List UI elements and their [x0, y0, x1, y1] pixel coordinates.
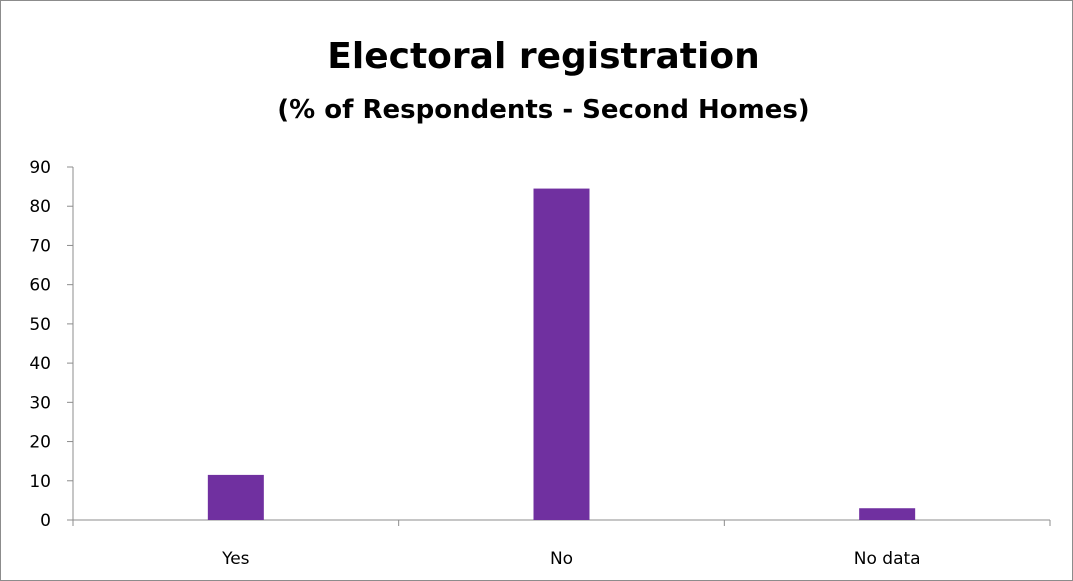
y-tick-label: 80: [29, 197, 51, 217]
bar-no: [533, 188, 590, 521]
y-tick-label: 30: [29, 393, 51, 413]
y-tick-label: 10: [29, 472, 51, 492]
y-tick-label: 0: [40, 511, 51, 531]
y-tick-label: 20: [29, 433, 51, 453]
bar-no-data: [859, 508, 916, 520]
chart-title: Electoral registration: [327, 36, 760, 77]
y-tick-label: 70: [29, 236, 51, 256]
x-tick-label: No: [550, 549, 573, 569]
chart-subtitle: (% of Respondents - Second Homes): [277, 95, 810, 125]
x-tick-label: Yes: [221, 549, 250, 569]
bar-yes: [207, 474, 264, 520]
y-tick-label: 50: [29, 315, 51, 335]
y-tick-label: 90: [29, 158, 51, 178]
y-tick-label: 60: [29, 276, 51, 296]
y-tick-label: 40: [29, 354, 51, 374]
x-tick-label: No data: [854, 549, 921, 569]
